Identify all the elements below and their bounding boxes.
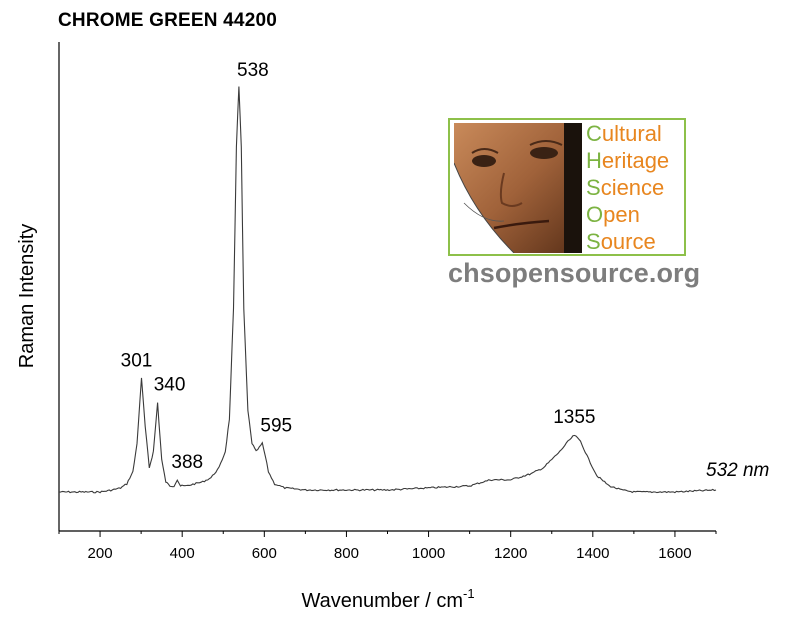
laser-annotation: 532 nm [706, 460, 769, 481]
peak-label: 388 [171, 452, 203, 473]
x-tick-label: 800 [334, 545, 359, 562]
y-axis-title: Raman Intensity [16, 224, 38, 369]
logo-line-open: Open [586, 202, 640, 227]
x-axis-title-superscript: -1 [463, 586, 475, 601]
portrait-photo [454, 123, 582, 253]
peak-label: 1355 [553, 407, 595, 428]
peak-label: 595 [260, 415, 292, 436]
x-axis-title: Wavenumber / cm-1 [301, 586, 474, 612]
x-tick-label: 1000 [412, 545, 445, 562]
logo-text: Cultural Heritage Science Open Source [586, 120, 669, 255]
x-tick-label: 1400 [576, 545, 609, 562]
x-tick-label: 1200 [494, 545, 527, 562]
logo-line-source: Source [586, 229, 656, 254]
logo-line-heritage: Heritage [586, 148, 670, 173]
logo-url: chsopensource.org [448, 258, 701, 288]
x-ticks: 200 400 600 800 1000 1200 1400 1600 [58, 531, 717, 562]
spectrum-line [58, 86, 717, 494]
x-axis-title-text: Wavenumber / cm [301, 590, 463, 612]
chart-title: CHROME GREEN 44200 [58, 10, 278, 31]
peak-label: 301 [121, 350, 153, 371]
logo-line-cultural: Cultural [586, 121, 662, 146]
x-tick-label: 400 [170, 545, 195, 562]
logo-line-science: Science [586, 175, 665, 200]
x-tick-label: 200 [88, 545, 113, 562]
peak-label: 340 [154, 375, 186, 396]
peak-label: 538 [237, 60, 269, 81]
x-tick-label: 1600 [658, 545, 691, 562]
chs-logo: Cultural Heritage Science Open Source [448, 118, 686, 256]
x-tick-label: 600 [252, 545, 277, 562]
